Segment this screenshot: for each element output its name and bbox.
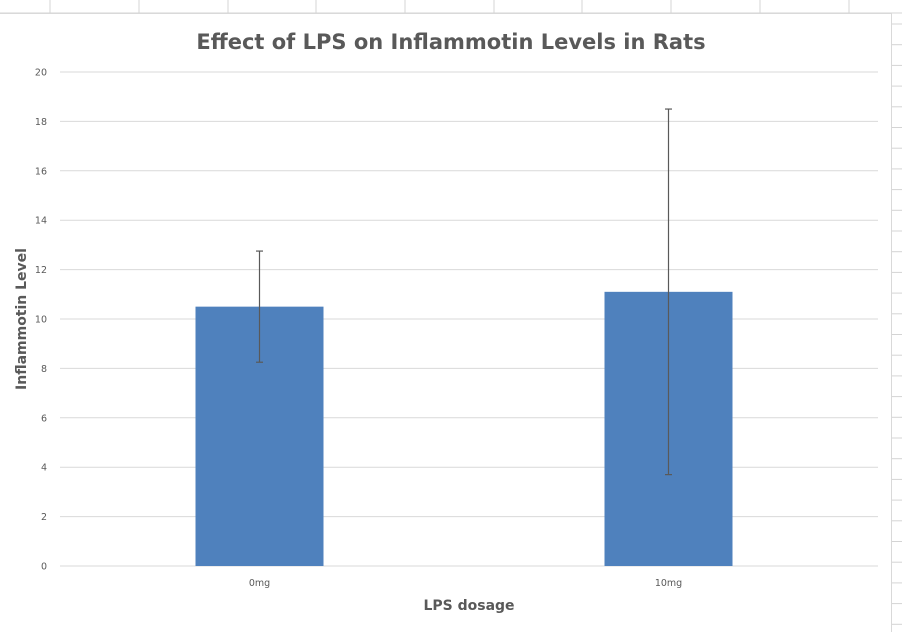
y-tick-label: 2 <box>41 512 47 523</box>
y-tick-label: 6 <box>41 413 47 424</box>
y-tick-label: 4 <box>41 463 47 474</box>
error-bar-0mg <box>256 250 263 363</box>
x-axis-title: LPS dosage <box>423 598 514 614</box>
gridlines <box>60 71 878 567</box>
y-tick-label: 10 <box>35 315 47 326</box>
y-tick-label: 12 <box>35 265 47 276</box>
y-axis-title: Inflammotin Level <box>14 248 30 390</box>
y-tick-label: 0 <box>41 562 47 573</box>
chart-title: Effect of LPS on Inflammotin Levels in R… <box>196 30 705 54</box>
y-tick-label: 8 <box>41 364 47 375</box>
y-tick-label: 14 <box>35 216 47 227</box>
y-tick-label: 18 <box>35 117 47 128</box>
x-axis-ticks: 0mg 10mg <box>249 578 682 589</box>
error-bar-10mg <box>665 108 672 476</box>
chart-area[interactable] <box>0 13 892 632</box>
bars <box>195 291 733 566</box>
x-tick-label: 0mg <box>249 578 270 589</box>
y-tick-label: 20 <box>35 68 47 79</box>
x-tick-label: 10mg <box>655 578 682 589</box>
y-axis-ticks: 0 2 4 6 8 10 12 14 16 18 20 <box>35 68 47 573</box>
error-bars <box>256 108 672 476</box>
y-tick-label: 16 <box>35 166 47 177</box>
